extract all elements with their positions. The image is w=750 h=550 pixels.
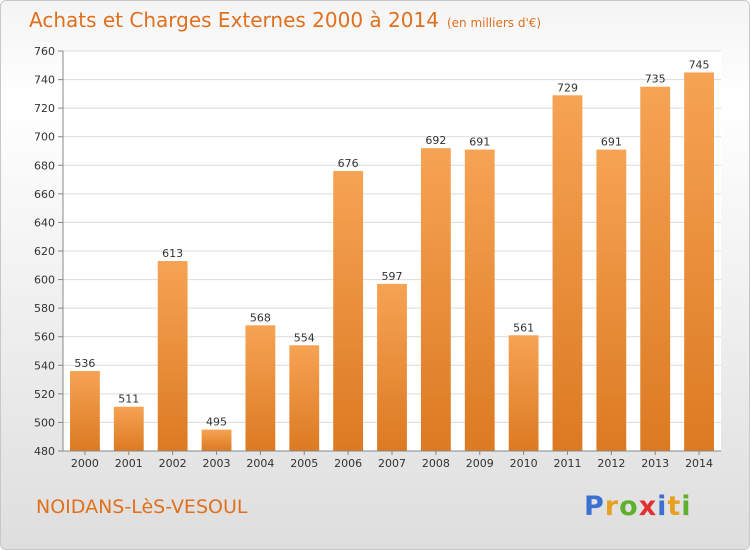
logo-letter: x	[638, 491, 658, 522]
y-tick-label: 680	[34, 159, 55, 172]
logo-letter: i	[657, 491, 668, 522]
y-tick-label: 540	[34, 359, 55, 372]
x-tick-label-2003: 2003	[203, 457, 231, 470]
y-tick-label: 720	[34, 102, 55, 115]
bar-2010	[508, 335, 539, 451]
y-tick-label: 620	[34, 245, 55, 258]
x-tick-label-2014: 2014	[685, 457, 713, 470]
chart-title-text: Achats et Charges Externes 2000 à 2014	[29, 8, 439, 32]
x-tick-label-2013: 2013	[641, 457, 669, 470]
data-label-2014: 745	[689, 58, 710, 71]
x-axis: 2000 2001 2002 2003 2004 2005 2006 2007 2008 2009…	[63, 450, 721, 470]
y-tick-label: 600	[34, 274, 55, 287]
x-tick-label-2007: 2007	[378, 457, 406, 470]
x-tick-label-2002: 2002	[159, 457, 187, 470]
y-tick-label: 580	[34, 302, 55, 315]
bar-2004	[245, 325, 276, 451]
x-tick-label-2000: 2000	[71, 457, 99, 470]
proxiti-logo: Proxiti	[584, 491, 692, 522]
x-tick-label-2004: 2004	[246, 457, 274, 470]
y-tick-label: 660	[34, 188, 55, 201]
bar-2013	[640, 86, 671, 451]
bar-2006	[333, 171, 364, 451]
y-tick-label: 560	[34, 331, 55, 344]
data-label-2008: 692	[425, 134, 446, 147]
data-label-2006: 676	[338, 157, 359, 170]
bar-2002	[157, 261, 188, 451]
chart-subtitle: (en milliers d'€)	[446, 16, 542, 30]
chart-title: Achats et Charges Externes 2000 à 2014 (e…	[29, 8, 541, 32]
y-tick-label: 520	[34, 388, 55, 401]
data-label-2004: 568	[250, 311, 271, 324]
bar-2005	[289, 345, 320, 451]
logo-letter: i	[681, 491, 692, 522]
bar-2008	[420, 148, 451, 451]
bar-2001	[113, 406, 144, 451]
y-tick-label: 500	[34, 416, 55, 429]
bar-2003	[201, 429, 232, 451]
y-tick-label: 740	[34, 74, 55, 87]
x-tick-label-2009: 2009	[466, 457, 494, 470]
x-tick-label-2008: 2008	[422, 457, 450, 470]
data-label-2000: 536	[74, 357, 95, 370]
logo-letter: t	[667, 491, 682, 522]
data-label-2003: 495	[206, 416, 227, 429]
bar-2014	[684, 72, 714, 451]
y-axis: 480 500 520 540 560 580 600 620 640 660 680 700 720 7…	[34, 45, 64, 458]
data-label-2011: 729	[557, 81, 578, 94]
logo-letter: o	[619, 491, 639, 522]
y-tick-label: 760	[34, 45, 55, 58]
x-tick-label-2001: 2001	[115, 457, 143, 470]
y-tick-label: 480	[34, 445, 55, 458]
bar-2009	[464, 149, 495, 452]
x-tick-label-2005: 2005	[290, 457, 318, 470]
logo-letter: P	[584, 491, 605, 522]
x-tick-label-2011: 2011	[553, 457, 581, 470]
data-label-2002: 613	[162, 247, 183, 260]
bars-group	[70, 72, 714, 452]
data-label-2009: 691	[469, 136, 490, 149]
bar-2011	[552, 95, 583, 452]
bar-2007	[377, 283, 407, 451]
data-label-2013: 735	[645, 73, 666, 86]
value-labels: 536 511 613 495 568 554 676 597 692 691 561 729 691 7…	[74, 58, 709, 428]
y-tick-label: 700	[34, 131, 55, 144]
bar-2012	[596, 149, 627, 452]
data-label-2010: 561	[513, 321, 534, 334]
bar-2000	[70, 371, 100, 451]
data-label-2012: 691	[601, 136, 622, 149]
data-label-2005: 554	[294, 331, 315, 344]
data-label-2001: 511	[118, 393, 139, 406]
x-tick-label-2010: 2010	[510, 457, 538, 470]
data-label-2007: 597	[382, 270, 403, 283]
x-tick-label-2006: 2006	[334, 457, 362, 470]
logo-letter: r	[604, 491, 620, 522]
x-tick-label-2012: 2012	[597, 457, 625, 470]
town-name: NOIDANS-LèS-VESOUL	[36, 496, 248, 518]
y-tick-label: 640	[34, 216, 55, 229]
